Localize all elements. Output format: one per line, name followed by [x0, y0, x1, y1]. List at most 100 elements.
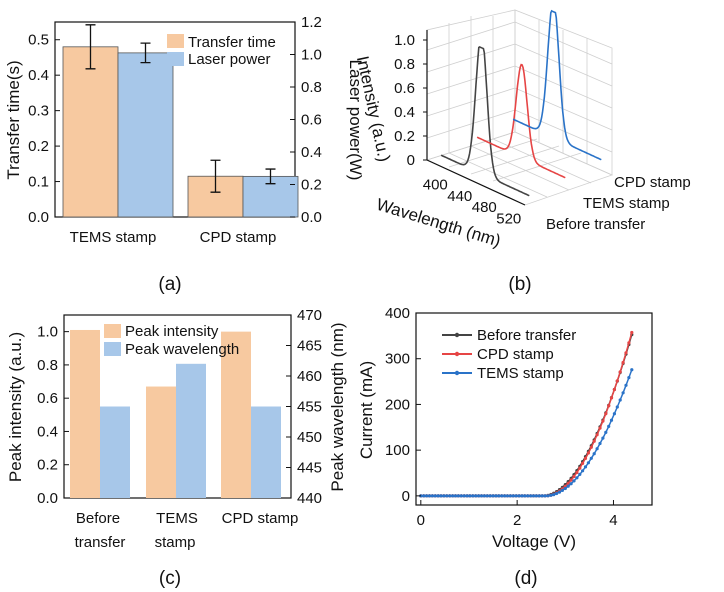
iv-marker-tems-stamp-21: [479, 494, 484, 498]
panel-c-ytick-right-0: 440: [297, 490, 322, 507]
iv-marker-tems-stamp-71: [624, 383, 628, 387]
bar-peak-intensity-tems-stamp: [146, 386, 176, 498]
panel-d-marks: [419, 330, 634, 498]
iv-marker-cpd-stamp-72: [627, 341, 631, 345]
panel-c-xtick-1-line-1: stamp: [155, 534, 196, 551]
panel-d-frame: [415, 312, 653, 506]
iv-marker-tems-stamp-36: [523, 494, 527, 498]
panel-a-ylabel: Transfer time(s): [4, 60, 23, 179]
legend-marker-before-transfer: [454, 332, 460, 338]
iv-curve-tems-stamp: [420, 369, 633, 497]
panel-b-ztick-5: 1.0: [394, 32, 415, 49]
iv-marker-tems-stamp-15: [462, 494, 466, 498]
panel-c-ytick-0: 0.0: [37, 490, 58, 507]
panel-d-ytick-3: 300: [385, 351, 410, 368]
iv-marker-tems-stamp-54: [575, 476, 579, 480]
legend-swatch-transfer-time: [167, 34, 184, 48]
iv-marker-tems-stamp-2: [425, 494, 429, 498]
iv-marker-tems-stamp-53: [572, 479, 576, 483]
iv-marker-cpd-stamp-58: [586, 451, 591, 455]
iv-marker-tems-stamp-9: [445, 494, 449, 498]
iv-marker-tems-stamp-68: [615, 405, 619, 409]
panel-c-ytick-2: 0.4: [37, 423, 58, 440]
panel-b-floor-grid: [448, 138, 592, 198]
panel-d-ytick-1: 100: [385, 442, 410, 459]
iv-marker-tems-stamp-47: [555, 491, 559, 496]
panel-b-depth-label-2: CPD stamp: [614, 174, 691, 191]
panel-d-xtick-0: 0: [417, 512, 425, 529]
iv-marker-cpd-stamp-68: [615, 379, 619, 383]
panel-b-ztick-1: 0.2: [394, 128, 415, 145]
panel-c-xtick-1-line-0: TEMS: [156, 510, 198, 527]
panel-b-ztick-0: 0: [407, 152, 415, 169]
iv-marker-tems-stamp-55: [578, 472, 582, 476]
panel-a-ytick-right-5: 1.0: [301, 47, 322, 64]
iv-marker-tems-stamp-66: [609, 418, 614, 422]
iv-marker-tems-stamp-16: [465, 494, 469, 498]
panel-a-ytick-right-4: 0.8: [301, 79, 322, 96]
iv-marker-cpd-stamp-62: [598, 426, 602, 430]
panel-a-legend: Transfer time Laser power: [167, 34, 276, 68]
panel-d-ticks: 0 2 4 0 100 200 300 400: [385, 305, 618, 529]
legend-label-tems-stamp: TEMS stamp: [477, 365, 564, 382]
panel-b-xtick-3: 520: [496, 210, 521, 227]
panel-b-xtick-2: 480: [472, 199, 497, 216]
panel-c: 0.00.20.40.60.81.0440445450455460465470 …: [6, 307, 347, 589]
iv-marker-tems-stamp-34: [517, 494, 521, 498]
iv-marker-cpd-stamp-55: [578, 466, 582, 470]
panel-c-legend: Peak intensity Peak wavelength: [104, 323, 239, 358]
panel-c-ytick-right-2: 450: [297, 429, 322, 446]
legend-label-transfer-time: Transfer time: [188, 34, 276, 51]
spectrum-before-transfer: [440, 45, 530, 197]
iv-markers-tems-stamp: [419, 368, 634, 498]
legend-marker-tems-stamp: [454, 370, 460, 376]
iv-marker-tems-stamp-41: [537, 494, 541, 498]
iv-marker-tems-stamp-3: [427, 494, 432, 498]
legend-swatch-peak-intensity: [104, 324, 121, 338]
panel-label-d: (d): [514, 568, 537, 589]
iv-marker-tems-stamp-12: [453, 494, 458, 498]
panel-a-xtick-1: CPD stamp: [200, 229, 277, 246]
panel-c-ytick-5: 1.0: [37, 324, 58, 341]
error-bar-laser-power-cpd-stamp: [265, 168, 276, 185]
panel-b-ztick-3: 0.6: [394, 80, 415, 97]
iv-marker-tems-stamp-64: [604, 430, 608, 434]
iv-marker-tems-stamp-8: [442, 494, 446, 498]
iv-marker-cpd-stamp-53: [572, 474, 576, 479]
iv-marker-cpd-stamp-57: [583, 456, 588, 460]
iv-marker-tems-stamp-58: [586, 461, 591, 465]
panel-c-ytick-right-6: 470: [297, 307, 322, 324]
iv-marker-tems-stamp-60: [592, 452, 596, 456]
panel-d: 0 2 4 0 100 200 300 400 Voltage (V) Current (mA…: [357, 305, 653, 589]
iv-marker-tems-stamp-46: [552, 493, 556, 497]
iv-marker-tems-stamp-6: [436, 494, 440, 498]
error-bar-transfer-time-tems-stamp: [85, 24, 96, 70]
iv-marker-tems-stamp-49: [560, 488, 565, 492]
iv-marker-cpd-stamp-67: [612, 387, 617, 392]
panel-a-ytick-right-2: 0.4: [301, 144, 322, 161]
panel-a-ytick-0: 0.0: [28, 209, 49, 226]
error-bar-transfer-time-cpd-stamp: [210, 159, 221, 193]
panel-d-xlabel: Voltage (V): [492, 532, 576, 551]
iv-marker-tems-stamp-38: [529, 494, 533, 498]
panel-d-xtick-1: 2: [513, 512, 521, 529]
panel-a-xtick-0: TEMS stamp: [70, 229, 157, 246]
iv-marker-cpd-stamp-60: [592, 439, 596, 443]
iv-marker-cpd-stamp-56: [581, 461, 585, 465]
legend-label-peak-intensity: Peak intensity: [125, 323, 219, 340]
iv-marker-cpd-stamp-69: [618, 370, 622, 374]
iv-marker-tems-stamp-19: [474, 494, 478, 498]
iv-marker-tems-stamp-22: [482, 494, 486, 498]
panel-c-xtick-0-line-0: Before: [76, 510, 120, 527]
panel-a-ticks: 0.0 0.1 0.2 0.3 0.4 0.5 0.0 0.2 0.4 0.6 0.8 1.0 1.2: [28, 14, 322, 226]
iv-marker-tems-stamp-51: [566, 484, 570, 488]
bar-peak-wavelength-tems-stamp: [176, 363, 206, 498]
iv-marker-tems-stamp-48: [557, 490, 562, 494]
bar-transfer-time-cpd-stamp: [187, 175, 244, 218]
iv-marker-cpd-stamp-63: [601, 419, 605, 423]
iv-marker-tems-stamp-67: [612, 412, 617, 416]
iv-marker-tems-stamp-62: [598, 441, 602, 446]
iv-marker-cpd-stamp-73: [630, 330, 634, 335]
